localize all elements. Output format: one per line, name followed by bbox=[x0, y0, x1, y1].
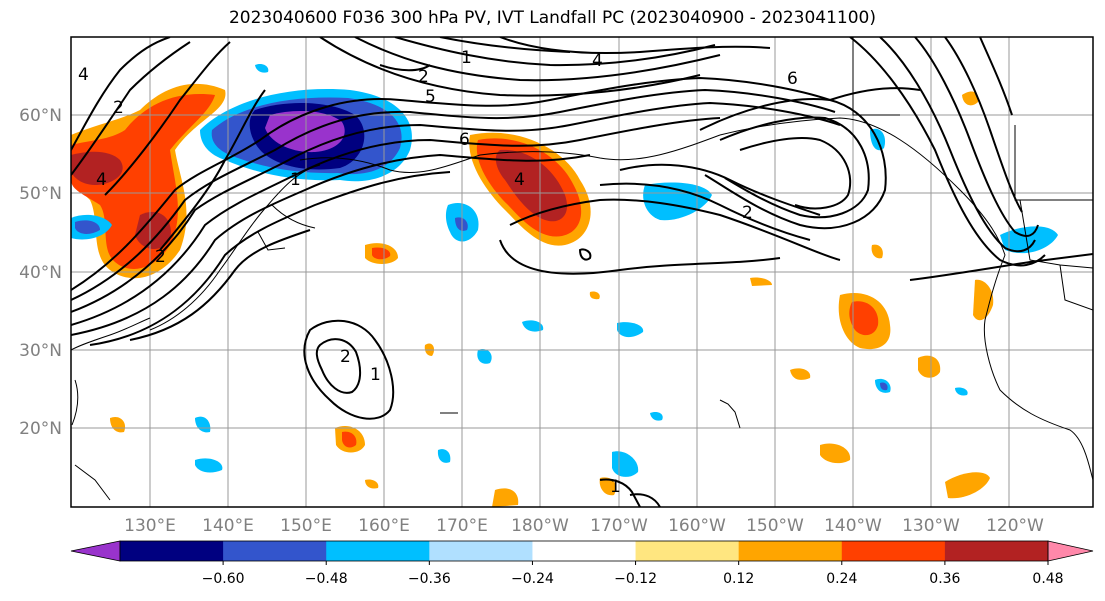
lon-label: 150°E bbox=[280, 516, 332, 536]
colorbar-segment bbox=[429, 541, 533, 561]
colorbar-segment bbox=[326, 541, 430, 561]
colorbar-segment bbox=[944, 541, 1049, 561]
contour-label: 4 bbox=[592, 51, 603, 71]
lon-label: 170°W bbox=[590, 516, 648, 536]
map-title: 2023040600 F036 300 hPa PV, IVT Landfall… bbox=[228, 8, 876, 28]
contour-label: 2 bbox=[742, 203, 753, 223]
colorbar-tick-label: −0.12 bbox=[614, 571, 657, 587]
contour-label: 6 bbox=[787, 69, 798, 89]
colorbar-segment bbox=[532, 541, 637, 561]
lon-label: 180°W bbox=[511, 516, 569, 536]
colorbar-segment bbox=[635, 541, 740, 561]
colorbar-tick-label: −0.24 bbox=[511, 571, 554, 587]
colorbar-segment bbox=[841, 541, 946, 561]
map-frame bbox=[70, 36, 1094, 508]
colorbar-tick-label: 0.12 bbox=[723, 571, 754, 587]
colorbar-outline bbox=[119, 540, 1049, 562]
lon-label: 150°W bbox=[746, 516, 804, 536]
colorbar-segment bbox=[223, 541, 327, 561]
contour-label: 1 bbox=[461, 48, 472, 68]
contour-label: 2 bbox=[340, 347, 351, 367]
lat-label: 40°N bbox=[19, 263, 62, 283]
lon-label: 140°W bbox=[824, 516, 882, 536]
contour-label: 2 bbox=[155, 247, 166, 267]
pv-anomaly-positive bbox=[71, 83, 994, 507]
colorbar-tick-label: 0.24 bbox=[826, 571, 857, 587]
colorbar-tick-label: −0.36 bbox=[408, 571, 451, 587]
lon-label: 120°W bbox=[986, 516, 1044, 536]
lat-label: 20°N bbox=[19, 419, 62, 439]
colorbar-tick-label: −0.60 bbox=[202, 571, 245, 587]
longitude-labels: 130°E 140°E 150°E 160°E 170°E 180°W 170°… bbox=[124, 516, 1044, 536]
colorbar-segment bbox=[738, 541, 843, 561]
contour-label: 2 bbox=[113, 98, 124, 118]
lat-label: 30°N bbox=[19, 341, 62, 361]
lon-label: 160°E bbox=[358, 516, 410, 536]
contour-labels: 2 4 1 6 1 2 6 1 4 2 4 4 2 5 1 2 bbox=[78, 48, 798, 497]
contour-label: 1 bbox=[370, 365, 381, 385]
colorbar-tick-label: −0.48 bbox=[305, 571, 348, 587]
lat-label: 60°N bbox=[19, 106, 62, 126]
pv-contours bbox=[71, 37, 1093, 507]
contour-label: 2 bbox=[418, 67, 429, 87]
colorbar-segment bbox=[120, 541, 224, 561]
lon-label: 170°E bbox=[436, 516, 488, 536]
lon-label: 140°E bbox=[202, 516, 254, 536]
contour-label: 1 bbox=[610, 477, 621, 497]
colorbar-tick-label: 0.48 bbox=[1032, 571, 1063, 587]
graticule bbox=[71, 37, 1093, 507]
colorbar-tick-label: 0.36 bbox=[929, 571, 960, 587]
lat-label: 50°N bbox=[19, 184, 62, 204]
lon-label: 130°W bbox=[902, 516, 960, 536]
colorbar-extend-high bbox=[1047, 540, 1094, 562]
contour-label: 1 bbox=[290, 170, 301, 190]
colorbar-extend-low bbox=[70, 540, 121, 562]
contour-label: 6 bbox=[459, 130, 470, 150]
contour-label: 5 bbox=[425, 87, 436, 107]
lon-label: 160°W bbox=[668, 516, 726, 536]
colorbar: −0.60 −0.48 −0.36 −0.24 −0.12 0.12 0.24 0.36 0.4… bbox=[70, 540, 1094, 587]
contour-label: 4 bbox=[96, 170, 107, 190]
contour-label: 4 bbox=[514, 170, 525, 190]
lon-label: 130°E bbox=[124, 516, 176, 536]
latitude-labels: 60°N 50°N 40°N 30°N 20°N bbox=[19, 106, 62, 439]
contour-label: 4 bbox=[78, 65, 89, 85]
